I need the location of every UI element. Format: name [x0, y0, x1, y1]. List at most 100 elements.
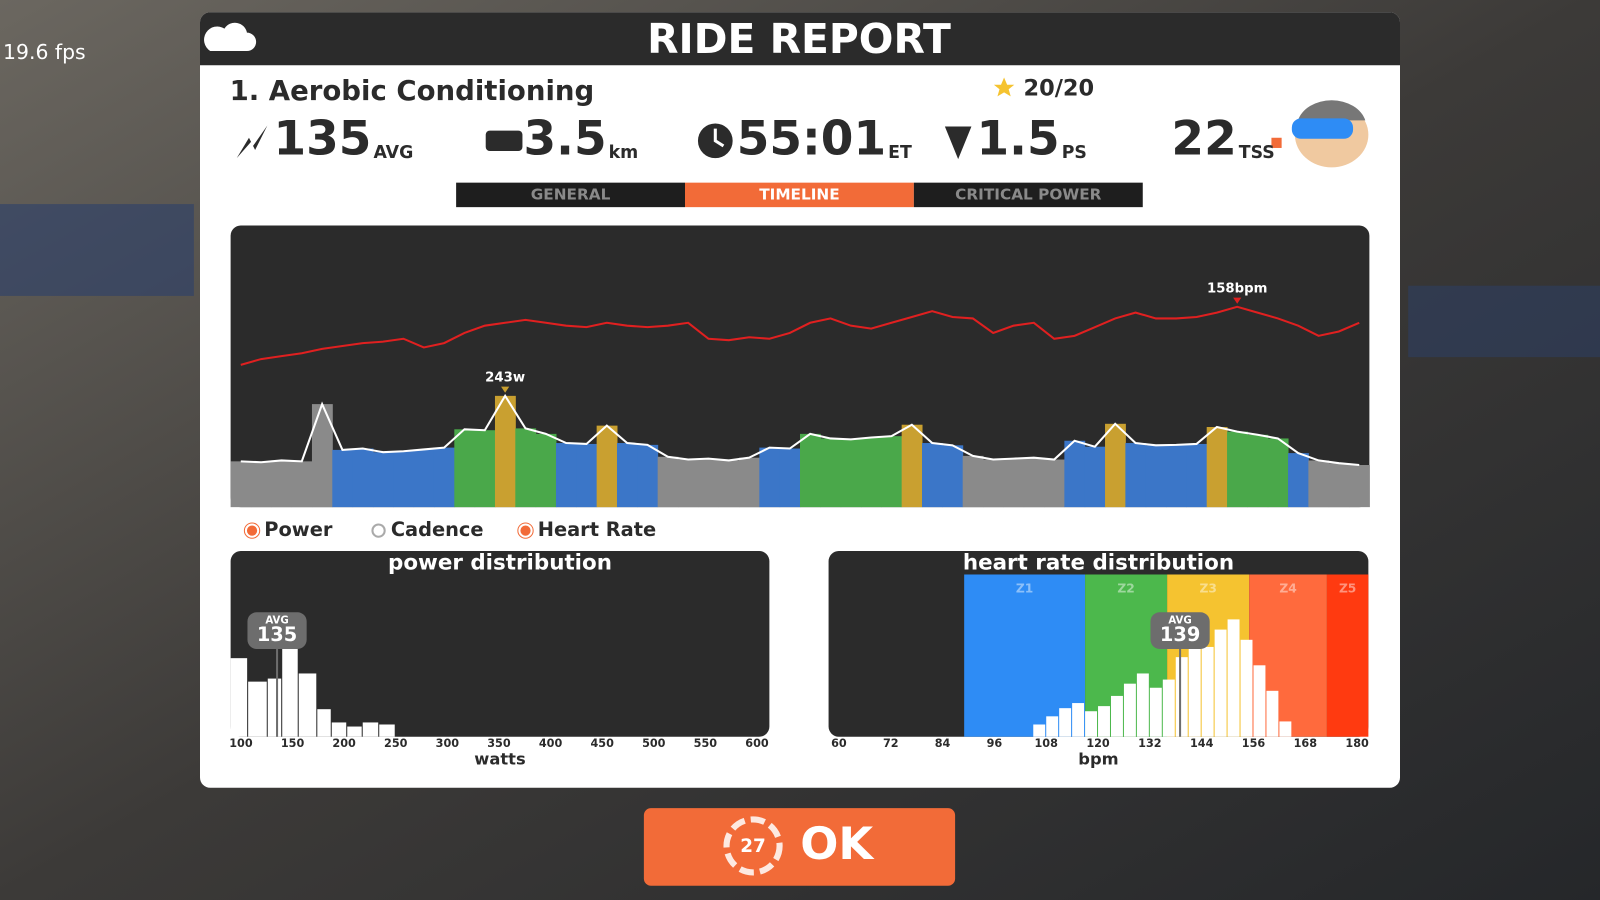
tab-label[interactable]: CRITICAL POWER [955, 185, 1101, 203]
workout-score: 20/20 [1023, 75, 1094, 101]
power-bar [433, 447, 455, 508]
power-bar [1166, 444, 1187, 508]
tab[interactable] [456, 182, 685, 208]
x-axis-label: watts [474, 750, 525, 769]
pizza-icon [944, 126, 972, 160]
power-bar [983, 459, 1004, 508]
x-tick-label: 450 [590, 737, 614, 750]
power-bar [1206, 427, 1228, 508]
power-bar [311, 404, 333, 508]
histogram-bar [1149, 687, 1162, 737]
power-bar [555, 443, 577, 508]
countdown: 27 [740, 836, 766, 857]
power-bar [1003, 458, 1025, 508]
star-icon [993, 77, 1015, 97]
stat-unit: TSS [1239, 143, 1275, 163]
ok-label[interactable]: OK [800, 817, 875, 870]
histogram-bar [347, 726, 362, 737]
histogram-bar [248, 681, 267, 737]
power-bar [1125, 443, 1147, 508]
legend-label[interactable]: Heart Rate [538, 518, 656, 541]
hr-line [240, 305, 1360, 366]
x-tick-label: 250 [384, 737, 408, 750]
stat-unit: ET [888, 143, 912, 163]
tab[interactable] [685, 182, 914, 208]
power-bar [474, 430, 496, 508]
avg-badge-label: AVG [1168, 615, 1191, 626]
tss-info[interactable] [1271, 137, 1282, 148]
power-bar [230, 461, 252, 508]
power-bar [1267, 438, 1289, 508]
power-bar [1044, 459, 1065, 508]
power-bar [901, 424, 923, 508]
stat-unit: PS [1062, 143, 1087, 163]
power-bar [759, 447, 781, 508]
legend-ring [243, 522, 261, 539]
histogram-bar [1227, 619, 1240, 737]
histogram-bar [1188, 639, 1201, 737]
stat-value: 55:01 [737, 111, 886, 166]
power-bar [718, 460, 740, 508]
zone-label: Z4 [1279, 581, 1296, 595]
x-tick-label: 84 [935, 737, 951, 750]
power-line [240, 393, 1360, 467]
power-bar [1186, 443, 1208, 508]
legend-toggle[interactable] [371, 523, 386, 538]
histogram-bar [1253, 665, 1266, 737]
x-tick-label: 100 [229, 737, 253, 750]
avg-badge-label: AVG [265, 615, 288, 626]
zone-label: Z5 [1339, 581, 1356, 595]
histogram-bar [331, 722, 347, 737]
power-bar [271, 460, 293, 508]
zone-label: Z3 [1199, 581, 1216, 595]
power-bar [352, 448, 374, 508]
power-bar [1247, 434, 1269, 508]
chart-title: power distribution [388, 550, 612, 575]
power-bar [1308, 460, 1330, 508]
peak-marker [501, 386, 510, 393]
tab[interactable] [913, 182, 1143, 208]
histogram-bar [1098, 706, 1110, 737]
legend-label[interactable]: Cadence [391, 518, 484, 541]
power-bar [515, 428, 537, 508]
time-icon-hand [713, 128, 725, 148]
avatar-goggles [1291, 118, 1354, 139]
x-tick-label: 96 [987, 737, 1003, 750]
x-tick-label: 72 [883, 737, 899, 750]
histogram-bar [1279, 721, 1292, 737]
x-tick-label: 200 [332, 737, 356, 750]
power-bar [372, 452, 394, 508]
power-bar [840, 439, 862, 508]
histogram-bar [1033, 724, 1046, 737]
x-tick-label: 500 [642, 737, 666, 750]
ok-button[interactable] [643, 808, 956, 886]
power-bar [332, 449, 354, 508]
power-bar [738, 457, 760, 508]
power-bar [576, 443, 598, 508]
legend-ring [517, 522, 534, 539]
power-bar [820, 438, 842, 508]
avg-badge-value: 139 [1160, 623, 1200, 646]
power-bar [637, 444, 659, 508]
power-distribution-chart [230, 551, 770, 737]
legend-toggle[interactable] [244, 523, 260, 538]
histogram-bar [1266, 690, 1279, 737]
stat-value: 3.5 [523, 111, 606, 166]
tab-label[interactable]: TIMELINE [759, 185, 840, 203]
histogram-bar [230, 658, 248, 737]
x-tick-label: 150 [281, 737, 305, 750]
x-tick-label: 132 [1138, 737, 1161, 750]
power-bar [1105, 423, 1126, 508]
histogram-bar [362, 722, 379, 737]
awning [1408, 285, 1600, 358]
x-tick-label: 180 [1345, 737, 1369, 750]
tab-label[interactable]: GENERAL [531, 185, 611, 203]
x-axis-label: bpm [1078, 750, 1118, 769]
legend-label[interactable]: Power [264, 518, 333, 541]
upload-icon[interactable] [204, 22, 257, 52]
power-bar [657, 456, 679, 508]
power-bar [1288, 453, 1309, 508]
histogram-bar [379, 724, 395, 737]
legend-toggle[interactable] [518, 523, 533, 538]
peak-label: 158bpm [1207, 281, 1267, 296]
